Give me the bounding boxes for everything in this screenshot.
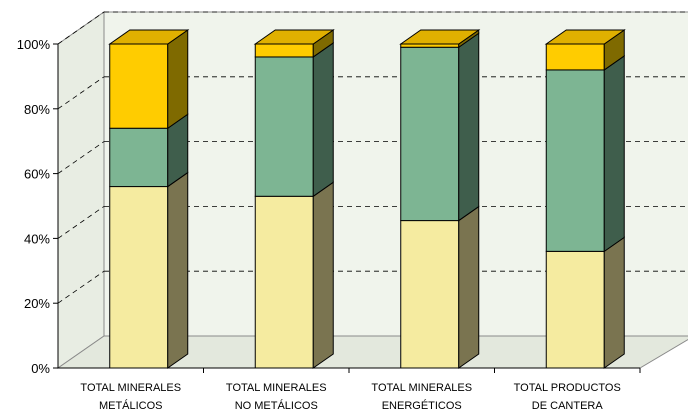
bar-segment-3-0 [545, 236, 625, 369]
y-tick-label: 80% [24, 102, 50, 117]
bar-side [603, 54, 625, 253]
bar-front [254, 56, 314, 197]
category-label: NO METÁLICOS [235, 399, 318, 412]
bar-segment-3-1 [545, 54, 625, 253]
bars [108, 29, 626, 369]
bar-front [109, 186, 169, 369]
bar-side [458, 205, 480, 369]
axis-labels: 0% 20% 40% 60% 80% 100% TOTAL MINERALES METÁLIC… [17, 37, 621, 412]
bar-top [253, 29, 335, 45]
y-tick-label: 40% [24, 231, 50, 246]
bar-segment-1-2 [253, 29, 335, 58]
bar-side [458, 32, 480, 222]
bar-side [312, 181, 334, 369]
bar-front [400, 220, 460, 369]
bar-top [108, 29, 190, 45]
bar-segment-0-0 [109, 171, 189, 369]
bar-segment-1-1 [254, 41, 334, 198]
gridline-side [57, 76, 105, 110]
category-label: TOTAL MINERALES [226, 382, 327, 394]
y-tick-label: 100% [17, 37, 51, 52]
bar-side [167, 171, 189, 369]
bar-segment-3-2 [544, 29, 626, 71]
bar-segment-2-0 [400, 205, 480, 369]
bar-front [400, 46, 460, 222]
y-tick-label: 0% [31, 361, 50, 376]
bar-front [254, 43, 314, 58]
bar-segment-0-2 [108, 29, 190, 130]
bar-top [399, 29, 481, 45]
y-tick-label: 60% [24, 167, 50, 182]
gridline-side [57, 270, 105, 304]
gridlines [57, 11, 688, 304]
bar-front [545, 250, 605, 369]
category-label: TOTAL MINERALES [80, 382, 181, 394]
side-wall [57, 11, 105, 369]
y-tick-label: 20% [24, 296, 50, 311]
category-label: TOTAL PRODUCTOS [514, 382, 621, 394]
gridline-side [57, 206, 105, 239]
bar-front [545, 69, 605, 252]
category-label: ENERGÉTICOS [382, 399, 462, 412]
bar-side [603, 236, 625, 369]
bar-segment-2-1 [400, 32, 480, 222]
bar-side [312, 41, 334, 198]
back-wall [103, 11, 688, 337]
category-label: METÁLICOS [99, 399, 163, 412]
gridline-side [57, 141, 105, 174]
bar-side [167, 29, 189, 130]
category-label: DE CANTERA [532, 400, 604, 412]
bar-segment-1-0 [254, 181, 334, 369]
bar-front [109, 43, 169, 129]
bar-front [254, 195, 314, 369]
bar-front [545, 43, 605, 71]
chart-walls [56, 11, 688, 369]
bar-front [109, 127, 169, 188]
gridline-side [57, 11, 105, 45]
bar-top [544, 29, 626, 45]
category-label: TOTAL MINERALES [371, 382, 472, 394]
bar-segment-2-2 [399, 29, 481, 49]
